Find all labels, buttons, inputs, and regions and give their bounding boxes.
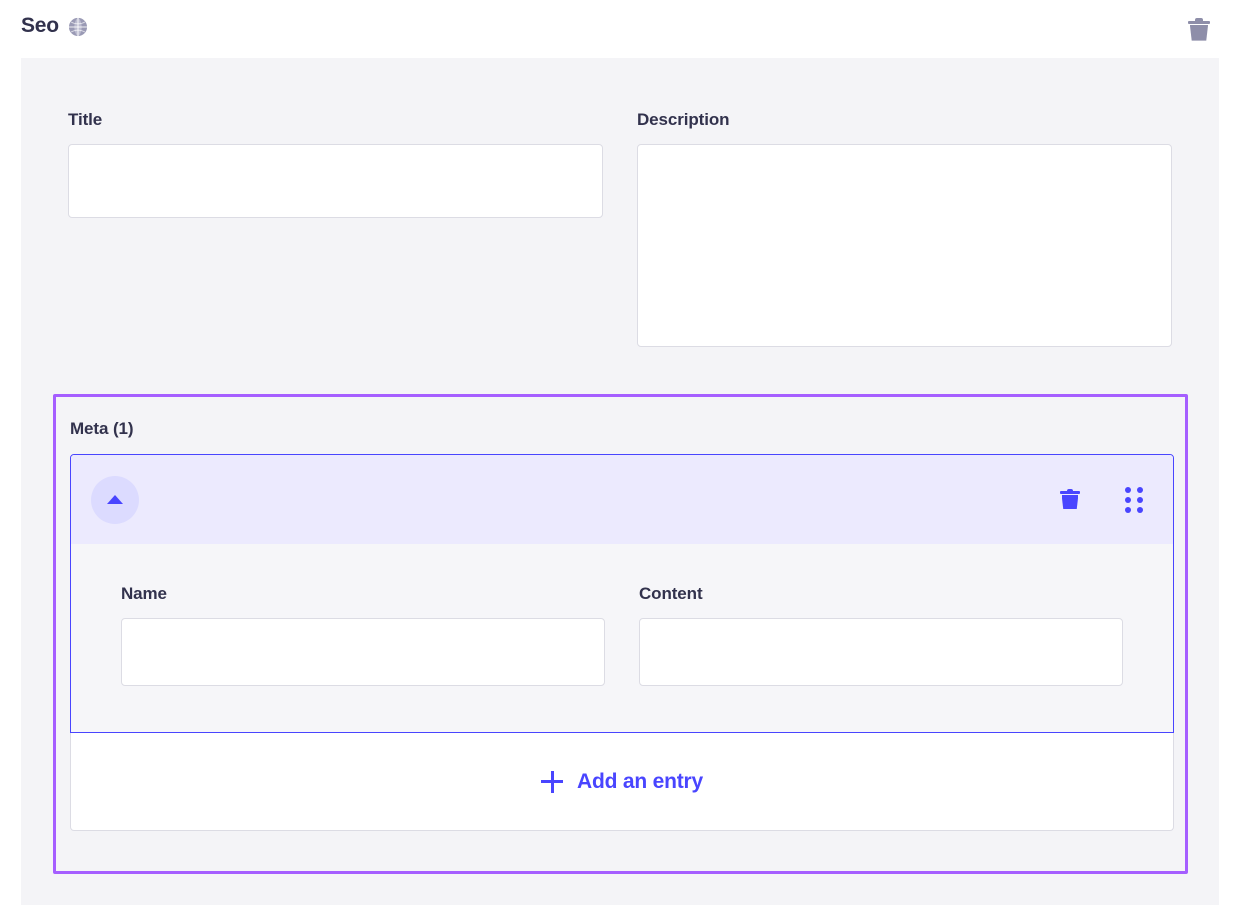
- meta-repeatable-block: Meta (1): [53, 394, 1188, 874]
- trash-icon: [1186, 16, 1212, 44]
- meta-entry-fields: Name Content: [121, 584, 1123, 686]
- name-input[interactable]: [121, 618, 605, 686]
- page-title: Seo: [21, 13, 89, 39]
- title-field-group: Title: [68, 110, 603, 347]
- delete-entry-button[interactable]: [1058, 487, 1082, 513]
- component-form-panel: Title Description Meta (1): [21, 58, 1219, 905]
- add-entry-label: Add an entry: [577, 769, 703, 793]
- content-label: Content: [639, 584, 703, 603]
- component-header: Seo: [0, 0, 1240, 58]
- description-field-group: Description: [637, 110, 1172, 347]
- meta-entry-actions: [1058, 486, 1145, 513]
- drag-entry-button[interactable]: [1123, 486, 1145, 513]
- name-field-group: Name: [121, 584, 605, 686]
- content-input[interactable]: [639, 618, 1123, 686]
- trash-icon: [1058, 487, 1082, 513]
- meta-entry-header[interactable]: [71, 455, 1173, 544]
- title-label: Title: [68, 110, 103, 129]
- title-input[interactable]: [68, 144, 603, 218]
- content-field-group: Content: [639, 584, 1123, 686]
- collapse-entry-button[interactable]: [91, 475, 139, 524]
- drag-handle-icon: [1123, 486, 1145, 513]
- add-entry-button[interactable]: Add an entry: [70, 733, 1174, 831]
- meta-entry-body: Name Content: [71, 544, 1173, 732]
- globe-icon: [67, 16, 89, 38]
- delete-component-button[interactable]: [1186, 16, 1212, 44]
- seo-fields-row: Title Description: [68, 110, 1182, 347]
- description-textarea[interactable]: [637, 144, 1172, 347]
- name-label: Name: [121, 584, 167, 603]
- meta-entry-list: Name Content Add an entry: [70, 454, 1174, 831]
- caret-up-icon: [107, 495, 123, 504]
- meta-entry-card: Name Content: [70, 454, 1174, 733]
- description-label: Description: [637, 110, 730, 129]
- component-title-text: Seo: [21, 14, 59, 37]
- plus-icon: [541, 770, 564, 793]
- meta-label: Meta (1): [70, 419, 134, 438]
